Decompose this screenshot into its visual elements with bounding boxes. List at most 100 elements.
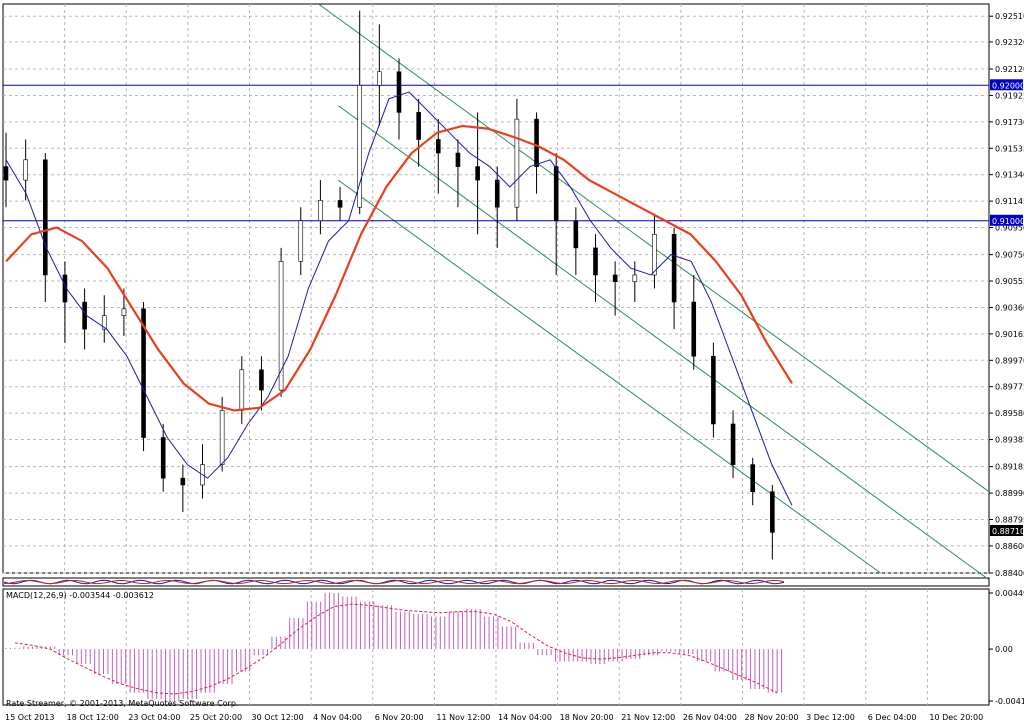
- price-tick-label: 0.89775: [995, 383, 1024, 392]
- time-tick-label: 30 Oct 12:00: [252, 713, 304, 722]
- price-tick-label: 0.91145: [995, 197, 1024, 206]
- candle-body: [121, 308, 127, 316]
- level-label-bg: [990, 214, 1023, 226]
- macd-signal-line: [14, 603, 778, 695]
- current-price-label: 0.88710: [992, 527, 1024, 536]
- candle-body: [770, 491, 775, 533]
- mini-panel-frame: [2, 577, 990, 587]
- candle-body: [23, 159, 28, 181]
- candle-body: [652, 234, 657, 276]
- time-tick-label: 18 Oct 12:00: [67, 713, 119, 722]
- candle-body: [750, 464, 756, 493]
- candle-body: [553, 166, 559, 222]
- candle-body: [3, 166, 9, 181]
- price-tick-label: 0.89385: [995, 436, 1024, 445]
- candle-body: [278, 261, 284, 391]
- candle-body: [239, 369, 245, 411]
- candle-body: [141, 308, 146, 438]
- candle-body: [671, 234, 677, 303]
- macd-tick-label: 0.00: [995, 645, 1013, 654]
- candle-body: [632, 274, 638, 283]
- candle-body: [514, 118, 520, 208]
- time-tick-label: 6 Dec 04:00: [868, 713, 917, 722]
- time-tick-label: 10 Dec 20:00: [929, 713, 983, 722]
- candles: [3, 10, 775, 560]
- price-tick-label: 0.90165: [995, 330, 1024, 339]
- candle-body: [160, 437, 166, 479]
- time-tick-label: 18 Nov 20:00: [560, 713, 614, 722]
- level-label: 0.92000: [992, 81, 1024, 90]
- mini-indicator-line: [3, 579, 785, 585]
- candle-body: [396, 71, 402, 113]
- candle-body: [337, 200, 343, 208]
- price-tick-label: 0.88400: [995, 569, 1024, 578]
- macd-axis: 0.004494 0.00 -0.004163: [989, 589, 1024, 706]
- slow-ma-line: [5, 124, 793, 412]
- time-tick-label: 28 Nov 20:00: [745, 713, 799, 722]
- candle-body: [435, 139, 441, 154]
- time-tick-label: 4 Nov 04:00: [313, 713, 362, 722]
- candle-body: [42, 159, 48, 276]
- candle-body: [711, 355, 716, 425]
- level-label-bg: [990, 79, 1023, 91]
- time-tick-label: 21 Nov 12:00: [621, 713, 675, 722]
- current-price-bg: [990, 525, 1023, 537]
- time-tick-label: 14 Nov 04:00: [498, 713, 552, 722]
- time-tick-label: 23 Oct 04:00: [128, 713, 180, 722]
- price-tick-label: 0.88795: [995, 515, 1024, 524]
- candle-body: [180, 477, 186, 486]
- candle-body: [573, 220, 579, 249]
- candle-body: [612, 274, 618, 283]
- time-tick-label: 6 Nov 20:00: [375, 713, 424, 722]
- candle-body: [416, 112, 421, 140]
- moving-averages: [5, 91, 793, 506]
- candle-body: [455, 152, 461, 167]
- channel-line: [337, 179, 881, 574]
- price-labels: 0.92000 0.91000 0.88710: [990, 79, 1024, 537]
- candle-body: [475, 166, 480, 181]
- candle-body: [101, 315, 107, 330]
- macd-tick-label: -0.004163: [995, 697, 1024, 706]
- mini-indicator-line-2: [3, 579, 785, 585]
- time-tick-label: 25 Oct 20:00: [190, 713, 242, 722]
- macd-grid: [2, 588, 990, 706]
- candle-body: [730, 423, 736, 465]
- candle-body: [219, 410, 225, 465]
- candle-body: [494, 179, 500, 208]
- candle-body: [593, 247, 598, 276]
- candle-body: [357, 84, 363, 208]
- candle-body: [259, 369, 264, 391]
- price-tick-label: 0.91925: [995, 91, 1024, 100]
- fast-ma-line: [5, 91, 793, 506]
- time-tick-label: 11 Nov 12:00: [436, 713, 490, 722]
- price-tick-label: 0.90555: [995, 277, 1024, 286]
- level-label: 0.91000: [992, 217, 1024, 226]
- horizontal-lines: [3, 84, 989, 222]
- channel-line: [337, 105, 990, 581]
- time-tick-label: 3 Dec 12:00: [806, 713, 855, 722]
- candle-body: [298, 220, 304, 262]
- time-tick-label: 26 Nov 04:00: [683, 713, 737, 722]
- time-axis: 15 Oct 2013 18 Oct 12:00 23 Oct 04:00 25 Oc…: [5, 713, 983, 722]
- macd-tick-label: 0.004494: [995, 589, 1024, 598]
- macd-panel: [5, 592, 783, 702]
- price-tick-label: 0.89185: [995, 463, 1024, 472]
- price-tick-label: 0.91535: [995, 144, 1024, 153]
- copyright-text: Rate Streamer, © 2001-2013, MetaQuotes S…: [6, 699, 239, 708]
- candle-body: [377, 71, 382, 86]
- candle-body: [318, 200, 323, 222]
- macd-title: MACD(12,26,9) -0.003544 -0.003612: [6, 591, 154, 600]
